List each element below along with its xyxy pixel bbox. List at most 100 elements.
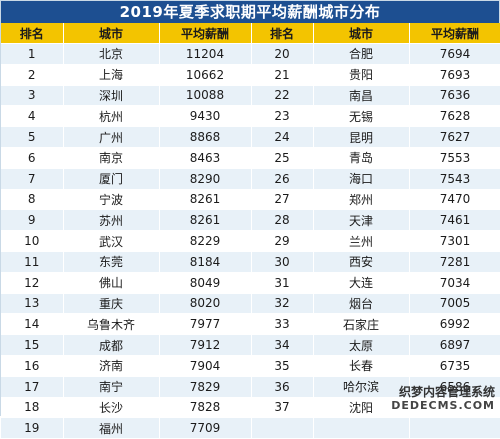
cell-rank-left: 15 xyxy=(1,334,64,356)
cell-salary-right: 6897 xyxy=(409,334,500,356)
cell-rank-left: 4 xyxy=(1,105,64,128)
cell-city-left: 广州 xyxy=(63,126,160,148)
cell-city-right: 长春 xyxy=(313,355,410,377)
cell-salary-left: 7829 xyxy=(159,376,252,398)
cell-rank-left: 8 xyxy=(1,189,64,211)
table-row: 18 长沙 7828 37 沈阳 xyxy=(1,397,500,419)
cell-salary-left: 7977 xyxy=(159,313,252,336)
cell-city-right: 沈阳 xyxy=(313,397,410,419)
cell-salary-left: 8463 xyxy=(159,147,252,169)
cell-city-right: 无锡 xyxy=(313,105,410,128)
cell-city-left: 苏州 xyxy=(63,209,160,232)
cell-salary-left: 8049 xyxy=(159,272,252,294)
cell-salary-left: 8020 xyxy=(159,293,252,315)
cell-rank-right: 27 xyxy=(251,189,314,211)
header-salary-left: 平均薪酬 xyxy=(159,23,252,44)
table-row: 12 佛山 8049 31 大连 7034 xyxy=(1,272,500,294)
table-row: 15 成都 7912 34 太原 6897 xyxy=(1,334,500,356)
cell-rank-right: 30 xyxy=(251,251,314,273)
table-row: 11 东莞 8184 30 西安 7281 xyxy=(1,251,500,273)
cell-rank-left: 9 xyxy=(1,209,64,232)
cell-city-left: 厦门 xyxy=(63,168,160,190)
cell-rank-left: 5 xyxy=(1,126,64,148)
salary-table: 排名 城市 平均薪酬 排名 城市 平均薪酬 1 北京 11204 20 合肥 7694 2 上… xyxy=(1,23,500,439)
cell-salary-right: 7005 xyxy=(409,293,500,315)
cell-rank-left: 10 xyxy=(1,230,64,252)
cell-rank-right: 24 xyxy=(251,126,314,148)
cell-rank-right xyxy=(251,417,314,439)
cell-salary-left: 10662 xyxy=(159,64,252,86)
table-row: 3 深圳 10088 22 南昌 7636 xyxy=(1,85,500,107)
table-row: 19 福州 7709 xyxy=(1,417,500,439)
cell-salary-left: 8229 xyxy=(159,230,252,252)
cell-city-right: 昆明 xyxy=(313,126,410,148)
header-rank-right: 排名 xyxy=(251,23,314,44)
cell-rank-right: 28 xyxy=(251,209,314,232)
cell-salary-right: 7693 xyxy=(409,64,500,86)
cell-city-right: 天津 xyxy=(313,209,410,232)
header-rank-left: 排名 xyxy=(1,23,64,44)
cell-rank-left: 19 xyxy=(1,417,64,439)
cell-rank-right: 34 xyxy=(251,334,314,356)
table-row: 16 济南 7904 35 长春 6735 xyxy=(1,355,500,377)
cell-salary-right xyxy=(409,417,500,439)
cell-city-right: 兰州 xyxy=(313,230,410,252)
cell-salary-right: 7034 xyxy=(409,272,500,294)
cell-salary-right: 7627 xyxy=(409,126,500,148)
cell-rank-left: 13 xyxy=(1,293,64,315)
cell-city-left: 北京 xyxy=(63,43,160,65)
cell-city-left: 南宁 xyxy=(63,376,160,398)
cell-rank-left: 12 xyxy=(1,272,64,294)
table-row: 5 广州 8868 24 昆明 7627 xyxy=(1,126,500,148)
cell-city-right: 海口 xyxy=(313,168,410,190)
header-city-right: 城市 xyxy=(313,23,410,44)
cell-city-left: 南京 xyxy=(63,147,160,169)
table-row: 13 重庆 8020 32 烟台 7005 xyxy=(1,293,500,315)
cell-salary-right xyxy=(409,397,500,419)
cell-salary-right: 7470 xyxy=(409,189,500,211)
cell-city-left: 济南 xyxy=(63,355,160,377)
cell-salary-left: 7828 xyxy=(159,397,252,419)
table-body: 1 北京 11204 20 合肥 7694 2 上海 10662 21 贵阳 7693 3 深圳 10088… xyxy=(1,43,500,439)
cell-city-right: 烟台 xyxy=(313,293,410,315)
cell-city-left: 乌鲁木齐 xyxy=(63,313,160,336)
cell-rank-left: 18 xyxy=(1,397,64,419)
cell-salary-right: 7461 xyxy=(409,209,500,232)
cell-city-right: 贵阳 xyxy=(313,64,410,86)
cell-salary-right: 6992 xyxy=(409,313,500,336)
cell-rank-left: 2 xyxy=(1,64,64,86)
cell-salary-right: 7281 xyxy=(409,251,500,273)
header-row: 排名 城市 平均薪酬 排名 城市 平均薪酬 xyxy=(1,23,500,44)
cell-rank-right: 21 xyxy=(251,64,314,86)
cell-salary-right: 6735 xyxy=(409,355,500,377)
table-row: 9 苏州 8261 28 天津 7461 xyxy=(1,209,500,232)
cell-city-right: 太原 xyxy=(313,334,410,356)
cell-rank-right: 35 xyxy=(251,355,314,377)
cell-rank-right: 29 xyxy=(251,230,314,252)
cell-city-right: 石家庄 xyxy=(313,313,410,336)
cell-salary-right: 7553 xyxy=(409,147,500,169)
cell-rank-right: 25 xyxy=(251,147,314,169)
table-row: 4 杭州 9430 23 无锡 7628 xyxy=(1,105,500,128)
cell-rank-left: 11 xyxy=(1,251,64,273)
cell-salary-right: 7301 xyxy=(409,230,500,252)
cell-rank-left: 7 xyxy=(1,168,64,190)
cell-rank-left: 17 xyxy=(1,376,64,398)
cell-rank-left: 16 xyxy=(1,355,64,377)
cell-rank-right: 23 xyxy=(251,105,314,128)
cell-salary-left: 7912 xyxy=(159,334,252,356)
cell-salary-left: 8261 xyxy=(159,209,252,232)
cell-city-left: 深圳 xyxy=(63,85,160,107)
cell-rank-left: 1 xyxy=(1,43,64,65)
cell-salary-right: 7543 xyxy=(409,168,500,190)
cell-rank-right: 31 xyxy=(251,272,314,294)
cell-city-left: 长沙 xyxy=(63,397,160,419)
cell-rank-right: 32 xyxy=(251,293,314,315)
cell-city-right: 哈尔滨 xyxy=(313,376,410,398)
cell-salary-right: 6586 xyxy=(409,376,500,398)
cell-rank-right: 20 xyxy=(251,43,314,65)
cell-city-left: 重庆 xyxy=(63,293,160,315)
cell-rank-left: 6 xyxy=(1,147,64,169)
cell-salary-right: 7636 xyxy=(409,85,500,107)
